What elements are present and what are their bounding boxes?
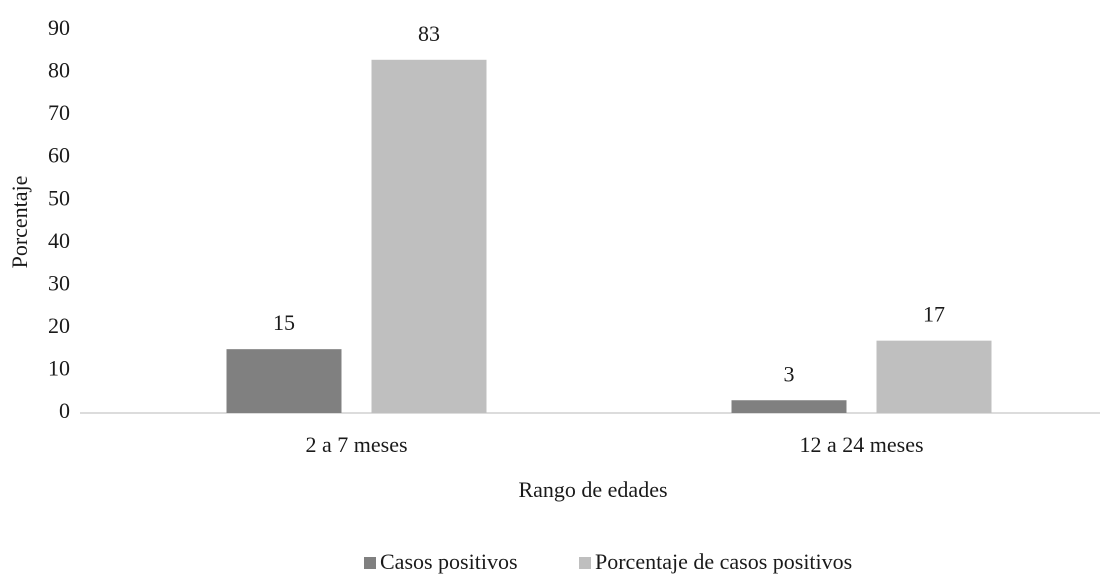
y-tick-label: 40 — [48, 228, 70, 253]
x-axis-title: Rango de edades — [518, 477, 667, 502]
bar — [876, 340, 992, 413]
data-label: 15 — [273, 310, 295, 335]
y-tick-label: 30 — [48, 270, 70, 295]
data-label: 3 — [784, 361, 795, 386]
y-tick-label: 80 — [48, 58, 70, 83]
y-tick-label: 60 — [48, 143, 70, 168]
y-tick-label: 0 — [59, 398, 70, 423]
y-tick-label: 20 — [48, 313, 70, 338]
legend-swatch — [579, 557, 591, 569]
legend-label: Casos positivos — [380, 549, 518, 574]
bar — [731, 400, 847, 413]
x-tick-label: 12 a 24 meses — [799, 432, 923, 457]
legend-swatch — [364, 557, 376, 569]
y-tick-label: 10 — [48, 355, 70, 380]
y-tick-label: 70 — [48, 100, 70, 125]
y-tick-label: 90 — [48, 15, 70, 40]
bar — [226, 349, 342, 413]
y-axis-title: Porcentaje — [7, 176, 32, 269]
x-tick-label: 2 a 7 meses — [305, 432, 407, 457]
y-tick-label: 50 — [48, 185, 70, 210]
data-label: 83 — [418, 21, 440, 46]
legend-label: Porcentaje de casos positivos — [595, 549, 852, 574]
data-label: 17 — [923, 302, 945, 327]
bar — [371, 59, 487, 414]
